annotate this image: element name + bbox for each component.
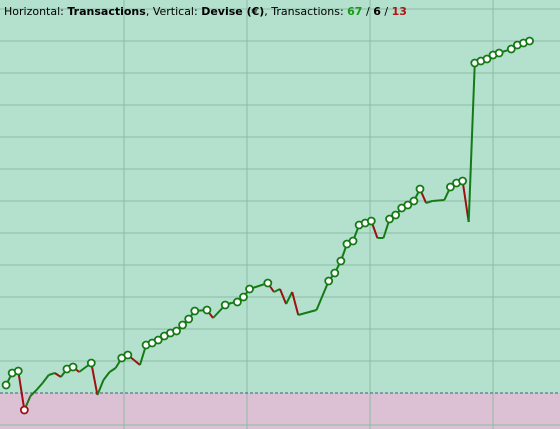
point-marker [1, 380, 11, 390]
x-name: Transactions [67, 5, 146, 18]
point-marker [86, 358, 96, 368]
point-marker [232, 297, 242, 307]
point-marker [123, 350, 133, 360]
winning-count: 67 [347, 5, 362, 18]
segment [48, 372, 56, 376]
separator: , [146, 5, 150, 18]
point-marker [506, 44, 516, 54]
header: Horizontal: Transactions, Vertical: Devi… [4, 5, 407, 18]
segment [29, 389, 38, 397]
point-marker [324, 276, 334, 286]
point-marker [482, 54, 492, 64]
point-marker [348, 236, 358, 246]
segment [285, 291, 294, 305]
segment [425, 200, 433, 204]
segment [54, 372, 62, 378]
point-marker [446, 182, 455, 192]
segment [432, 199, 445, 202]
segment [467, 62, 476, 223]
segment [461, 180, 470, 223]
point-marker [403, 200, 413, 210]
point-marker [245, 284, 254, 294]
segment [35, 382, 44, 391]
point-marker [202, 305, 212, 315]
losing-count: 13 [392, 5, 407, 18]
segment [291, 291, 300, 316]
point-marker [330, 268, 340, 278]
segment [297, 309, 317, 316]
y-name: Devise (€) [201, 5, 264, 18]
point-marker [172, 326, 181, 336]
negative-area [0, 393, 560, 429]
x-caption: Horizontal: [4, 5, 64, 18]
segment [273, 288, 281, 293]
point-marker [391, 210, 401, 220]
point-marker [385, 214, 394, 224]
separator: , [264, 5, 268, 18]
point-marker [458, 176, 468, 186]
point-marker [366, 216, 376, 226]
count-separator: / [366, 5, 370, 18]
point-marker [19, 405, 29, 415]
point-marker [263, 278, 273, 288]
point-marker [153, 335, 163, 345]
point-marker [13, 366, 23, 376]
segment [133, 359, 141, 366]
point-marker [68, 362, 78, 372]
point-marker [190, 306, 200, 316]
point-marker [415, 184, 425, 194]
segment [109, 367, 117, 373]
point-marker [409, 196, 419, 206]
point-marker [525, 36, 534, 46]
point-marker [336, 256, 346, 266]
point-marker [239, 292, 248, 302]
segment [102, 371, 111, 381]
segment [96, 379, 105, 396]
y-caption: Vertical: [153, 5, 198, 18]
segment [90, 362, 99, 396]
segment [279, 288, 288, 305]
count-separator: / [384, 5, 388, 18]
count-caption: Transactions: [270, 5, 343, 18]
point-marker [494, 48, 504, 58]
neutral-count: 6 [373, 5, 381, 18]
segment [41, 374, 50, 384]
segment [315, 280, 330, 311]
point-marker [178, 320, 188, 330]
point-marker [220, 300, 230, 310]
segment [17, 370, 26, 411]
point-marker [184, 314, 194, 324]
